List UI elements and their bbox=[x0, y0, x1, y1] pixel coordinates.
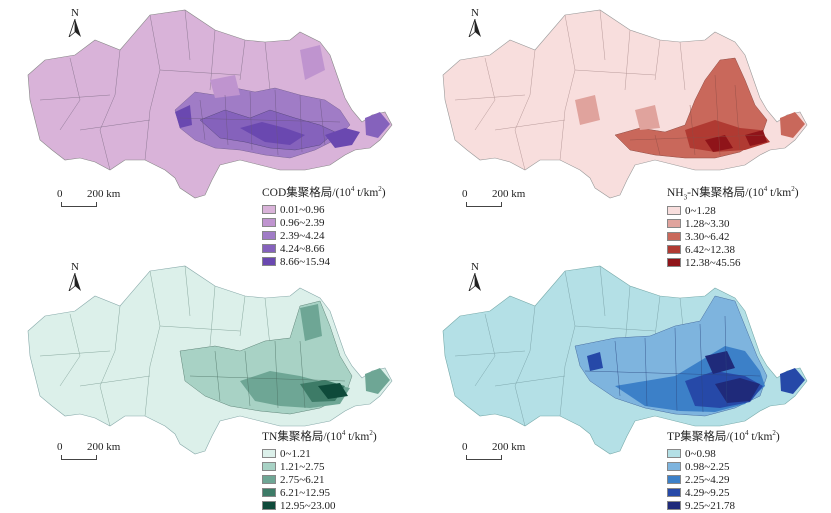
legend-label: 0~1.28 bbox=[685, 204, 716, 217]
legend-swatch bbox=[262, 462, 276, 471]
map-tn bbox=[27, 265, 393, 455]
north-label: N bbox=[471, 7, 479, 19]
scale-zero: 0 bbox=[57, 188, 63, 200]
legend-nh3n: NH3-N集聚格局/(104 t/km2) 0~1.28 1.28~3.30 3.3… bbox=[667, 184, 799, 269]
legend-swatch bbox=[262, 488, 276, 497]
scale-label: 200 km bbox=[87, 188, 121, 200]
legend-item: 2.39~4.24 bbox=[262, 229, 386, 242]
legend-label: 9.25~21.78 bbox=[685, 499, 735, 512]
legend-label: 2.75~6.21 bbox=[280, 473, 325, 486]
legend-item: 0.98~2.25 bbox=[667, 460, 780, 473]
legend-tn: TN集聚格局/(104 t/km2) 0~1.21 1.21~2.75 2.75~6… bbox=[262, 428, 377, 512]
legend-swatch bbox=[667, 475, 681, 484]
legend-label: 0.98~2.25 bbox=[685, 460, 730, 473]
legend-item: 4.29~9.25 bbox=[667, 486, 780, 499]
legend-title: TN集聚格局/(104 t/km2) bbox=[262, 429, 377, 443]
legend-label: 0~0.98 bbox=[685, 447, 716, 460]
legend-item: 0~1.28 bbox=[667, 204, 799, 217]
north-arrow-icon: N bbox=[465, 262, 485, 296]
legend-swatch bbox=[262, 449, 276, 458]
scale-zero: 0 bbox=[57, 441, 63, 453]
legend-swatch bbox=[667, 232, 681, 242]
scale-label: 200 km bbox=[87, 441, 121, 453]
legend-swatch bbox=[262, 231, 276, 240]
legend-cod: COD集聚格局/(104 t/km2) 0.01~0.96 0.96~2.39 2.… bbox=[262, 184, 386, 268]
legend-label: 6.42~12.38 bbox=[685, 243, 735, 256]
legend-item: 6.21~12.95 bbox=[262, 486, 377, 499]
legend-item: 4.24~8.66 bbox=[262, 242, 386, 255]
legend-label: 1.21~2.75 bbox=[280, 460, 325, 473]
legend-label: 8.66~15.94 bbox=[280, 255, 330, 268]
legend-title: COD集聚格局/(104 t/km2) bbox=[262, 185, 386, 199]
legend-item: 9.25~21.78 bbox=[667, 499, 780, 512]
north-label: N bbox=[71, 261, 79, 273]
legend-item: 0.01~0.96 bbox=[262, 203, 386, 216]
legend-label: 2.39~4.24 bbox=[280, 229, 325, 242]
scale-label: 200 km bbox=[492, 441, 526, 453]
legend-label: 12.95~23.00 bbox=[280, 499, 336, 512]
legend-label: 12.38~45.56 bbox=[685, 256, 741, 269]
legend-title: TP集聚格局/(104 t/km2) bbox=[667, 429, 780, 443]
legend-item: 1.28~3.30 bbox=[667, 217, 799, 230]
scale-zero: 0 bbox=[462, 188, 468, 200]
legend-label: 0~1.21 bbox=[280, 447, 311, 460]
map-panel-nh3n: N 0 200 km NH3-N集聚格局/(104 t/km2) 0~1.28 1… bbox=[415, 0, 830, 269]
map-panel-tp: N 0 200 km TP集聚格局/(104 t/km2) 0~0.98 0.98… bbox=[415, 256, 830, 512]
legend-item: 0.96~2.39 bbox=[262, 216, 386, 229]
scale-label: 200 km bbox=[492, 188, 526, 200]
legend-item: 2.75~6.21 bbox=[262, 473, 377, 486]
legend-title: NH3-N集聚格局/(104 t/km2) bbox=[667, 185, 799, 202]
legend-label: 2.25~4.29 bbox=[685, 473, 730, 486]
legend-label: 0.96~2.39 bbox=[280, 216, 325, 229]
legend-label: 4.24~8.66 bbox=[280, 242, 325, 255]
map-panel-cod: N 0 200 km COD集聚格局/(104 t/km2) 0.01~0.96… bbox=[0, 0, 415, 268]
legend-label: 6.21~12.95 bbox=[280, 486, 330, 499]
legend-label: 4.29~9.25 bbox=[685, 486, 730, 499]
north-label: N bbox=[71, 7, 79, 19]
legend-swatch bbox=[667, 501, 681, 510]
map-cod bbox=[27, 9, 393, 199]
legend-swatch bbox=[667, 245, 681, 255]
legend-swatch bbox=[667, 462, 681, 471]
north-arrow-icon: N bbox=[65, 8, 85, 42]
legend-item: 0~0.98 bbox=[667, 447, 780, 460]
legend-label: 1.28~3.30 bbox=[685, 217, 730, 230]
north-label: N bbox=[471, 261, 479, 273]
map-tp bbox=[442, 265, 808, 455]
north-arrow-icon: N bbox=[465, 8, 485, 42]
legend-swatch bbox=[667, 219, 681, 229]
legend-label: 0.01~0.96 bbox=[280, 203, 325, 216]
map-nh3n bbox=[442, 9, 808, 199]
legend-item: 2.25~4.29 bbox=[667, 473, 780, 486]
legend-swatch bbox=[262, 475, 276, 484]
legend-item: 8.66~15.94 bbox=[262, 255, 386, 268]
legend-item: 12.38~45.56 bbox=[667, 256, 799, 269]
legend-item: 1.21~2.75 bbox=[262, 460, 377, 473]
legend-swatch bbox=[262, 218, 276, 227]
scale-zero: 0 bbox=[462, 441, 468, 453]
legend-swatch bbox=[667, 206, 681, 216]
legend-swatch bbox=[667, 258, 681, 268]
legend-swatch bbox=[667, 449, 681, 458]
legend-swatch bbox=[262, 244, 276, 253]
legend-label: 3.30~6.42 bbox=[685, 230, 730, 243]
legend-tp: TP集聚格局/(104 t/km2) 0~0.98 0.98~2.25 2.25~4… bbox=[667, 428, 780, 512]
legend-swatch bbox=[262, 205, 276, 214]
legend-item: 3.30~6.42 bbox=[667, 230, 799, 243]
legend-item: 0~1.21 bbox=[262, 447, 377, 460]
legend-swatch bbox=[262, 501, 276, 510]
north-arrow-icon: N bbox=[65, 262, 85, 296]
legend-item: 12.95~23.00 bbox=[262, 499, 377, 512]
map-panel-tn: N 0 200 km TN集聚格局/(104 t/km2) 0~1.21 1.21… bbox=[0, 256, 415, 512]
legend-swatch bbox=[667, 488, 681, 497]
legend-item: 6.42~12.38 bbox=[667, 243, 799, 256]
legend-swatch bbox=[262, 257, 276, 266]
